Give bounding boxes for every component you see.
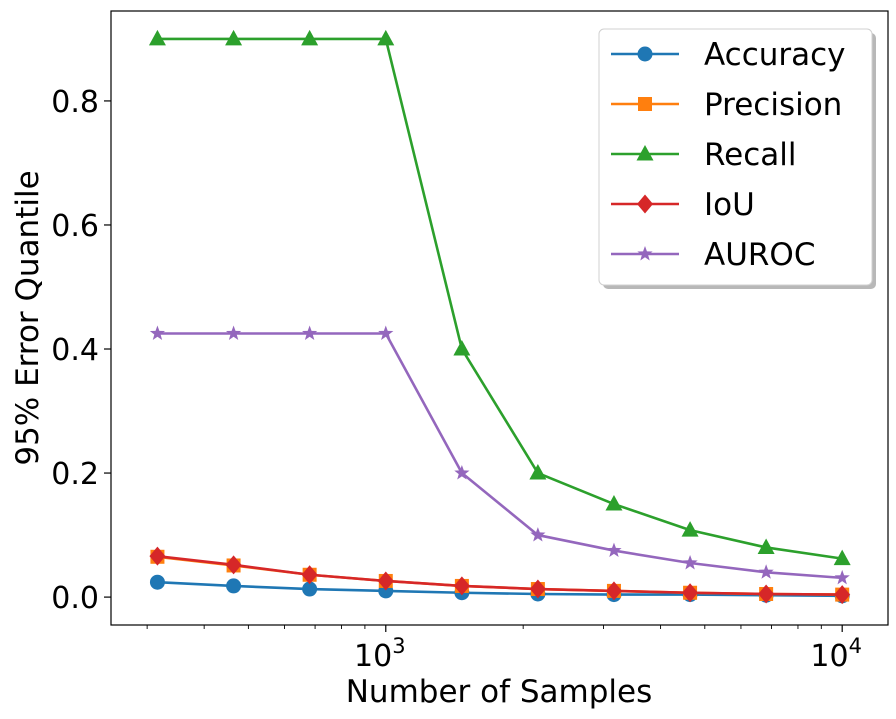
legend-marker — [638, 97, 652, 111]
y-tick-label: 0.2 — [51, 457, 99, 492]
data-point — [301, 565, 318, 585]
y-tick-label: 0.6 — [51, 209, 99, 244]
y-tick-label: 0.4 — [51, 333, 99, 368]
legend-entry-auroc: AUROC — [611, 237, 815, 273]
data-point — [225, 555, 242, 575]
data-point — [605, 581, 622, 601]
data-point — [530, 527, 546, 542]
data-point — [757, 538, 775, 554]
data-point — [682, 583, 699, 603]
series-layer — [148, 29, 851, 605]
data-point — [605, 495, 623, 511]
data-point — [454, 465, 470, 480]
legend-entry-iou: IoU — [611, 187, 755, 223]
legend-marker — [636, 145, 654, 161]
legend-box — [598, 28, 873, 286]
data-point — [302, 581, 318, 597]
y-tick-label: 0.8 — [51, 85, 99, 120]
data-point — [758, 564, 774, 579]
data-point — [378, 325, 394, 340]
data-point — [681, 521, 699, 537]
data-point — [682, 554, 698, 570]
data-point — [834, 569, 850, 585]
legend-entry-precision: Precision — [611, 87, 842, 123]
legend-marker — [637, 246, 653, 261]
data-point — [529, 464, 547, 480]
data-point — [377, 571, 394, 591]
legend-entry-accuracy: Accuracy — [611, 37, 846, 73]
x-tick-label: 103 — [354, 634, 406, 674]
series-line — [157, 37, 843, 560]
data-point — [453, 340, 471, 356]
data-point — [302, 325, 318, 340]
data-point — [149, 546, 166, 566]
x-tick-label: 104 — [810, 634, 862, 674]
y-axis-label: 95% Error Quantile — [10, 170, 46, 465]
series-iou — [149, 546, 851, 605]
legend: Accuracy Precision Recall IoU AUROC — [598, 28, 876, 289]
data-point — [833, 549, 851, 566]
legend-label: IoU — [704, 187, 755, 223]
legend-label: Recall — [704, 137, 797, 173]
data-point — [225, 29, 243, 46]
y-axis: 0.0 0.2 0.4 0.6 0.8 — [51, 85, 111, 616]
legend-label: AUROC — [704, 237, 815, 273]
series-line — [157, 332, 843, 580]
series-line — [157, 554, 843, 596]
data-point — [148, 29, 166, 46]
legend-label: Precision — [704, 87, 842, 123]
plot-frame — [110, 10, 889, 626]
data-point — [226, 578, 242, 594]
x-axis-label: Number of Samples — [346, 674, 653, 710]
data-point — [149, 325, 166, 340]
y-tick-label: 0.0 — [51, 581, 99, 616]
x-axis: 103 104 — [146, 625, 862, 674]
data-point — [529, 579, 546, 599]
legend-marker — [637, 194, 653, 214]
legend-label: Accuracy — [704, 37, 846, 73]
series-auroc — [149, 325, 850, 585]
data-point — [606, 542, 622, 558]
data-point — [453, 576, 470, 596]
data-point — [301, 29, 319, 46]
legend-entry-recall: Recall — [611, 137, 797, 173]
data-point — [834, 585, 851, 605]
series-recall — [148, 29, 851, 566]
data-point — [758, 584, 775, 604]
data-point — [149, 574, 165, 590]
data-point — [377, 29, 395, 46]
series-line — [157, 580, 843, 598]
legend-marker — [637, 46, 653, 62]
data-point — [225, 325, 242, 340]
